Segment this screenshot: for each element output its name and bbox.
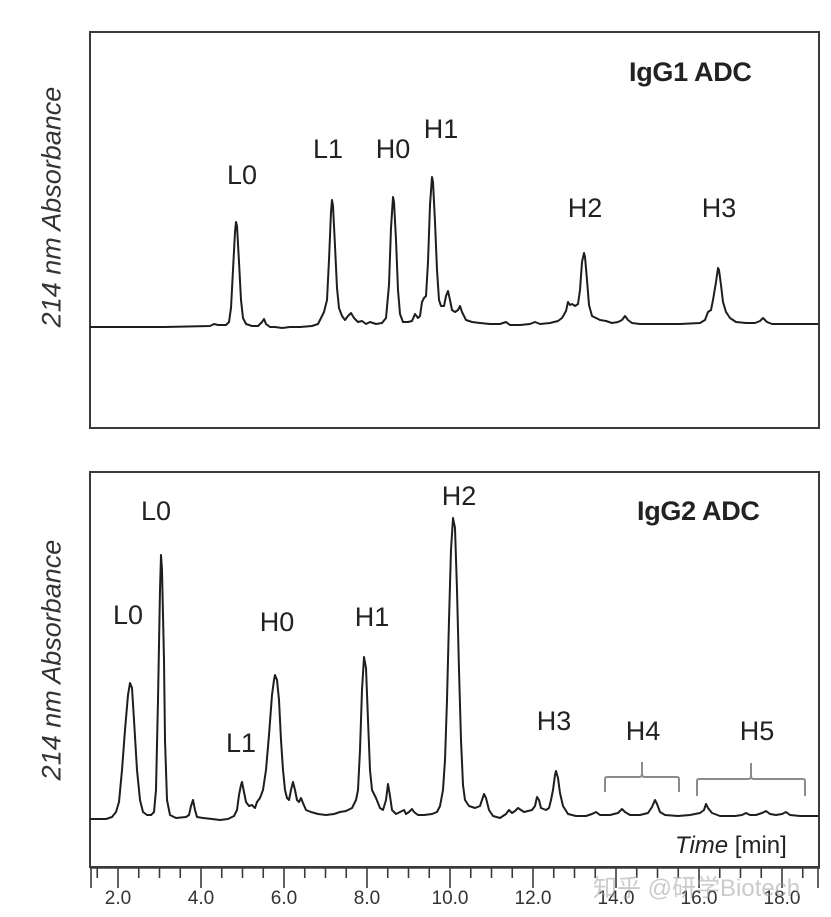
x-axis-label: Time [min] <box>675 832 787 860</box>
x-tick-label: 12.0 <box>514 888 552 909</box>
bottom-peak-label: H3 <box>536 706 572 736</box>
bottom-peak-label: H0 <box>259 607 295 637</box>
top-peak-label: H0 <box>375 134 411 164</box>
x-tick-label: 8.0 <box>353 888 381 909</box>
x-tick-label: 16.0 <box>680 888 718 909</box>
bottom-peak-label: H2 <box>441 481 477 511</box>
x-tick-label: 10.0 <box>431 888 469 909</box>
x-tick-label: 14.0 <box>597 888 635 909</box>
x-axis-label-quantity: Time <box>675 832 729 859</box>
igg1-trace <box>90 176 818 329</box>
igg2-trace <box>90 517 818 821</box>
panel-title-igg1: IgG1 ADC <box>629 57 752 87</box>
bottom-peak-label: H1 <box>354 602 390 632</box>
bottom-peak-label: H4 <box>625 716 661 746</box>
igg1-chart-panel <box>89 31 820 429</box>
h5-bracket <box>696 763 806 796</box>
bottom-peak-label: H5 <box>739 716 775 746</box>
panel-title-igg2: IgG2 ADC <box>637 496 760 526</box>
watermark: 知乎 @研学Biotech <box>593 875 801 902</box>
top-peak-label: H3 <box>701 193 737 223</box>
top-peak-label: L0 <box>226 160 258 190</box>
x-tick-label: 4.0 <box>187 888 215 909</box>
top-peak-label: H2 <box>567 193 603 223</box>
x-axis <box>90 867 820 888</box>
x-tick-label: 18.0 <box>763 888 801 909</box>
bottom-peak-label: L1 <box>225 728 257 758</box>
h4-bracket <box>604 762 680 792</box>
x-tick-label: 2.0 <box>104 888 132 909</box>
top-peak-label: H1 <box>423 114 459 144</box>
x-tick-label: 6.0 <box>270 888 298 909</box>
x-axis-label-unit: [min] <box>734 832 787 859</box>
top-peak-label: L1 <box>312 134 344 164</box>
bottom-peak-label: L0 <box>140 496 172 526</box>
bottom-peak-label: L0 <box>112 600 144 630</box>
